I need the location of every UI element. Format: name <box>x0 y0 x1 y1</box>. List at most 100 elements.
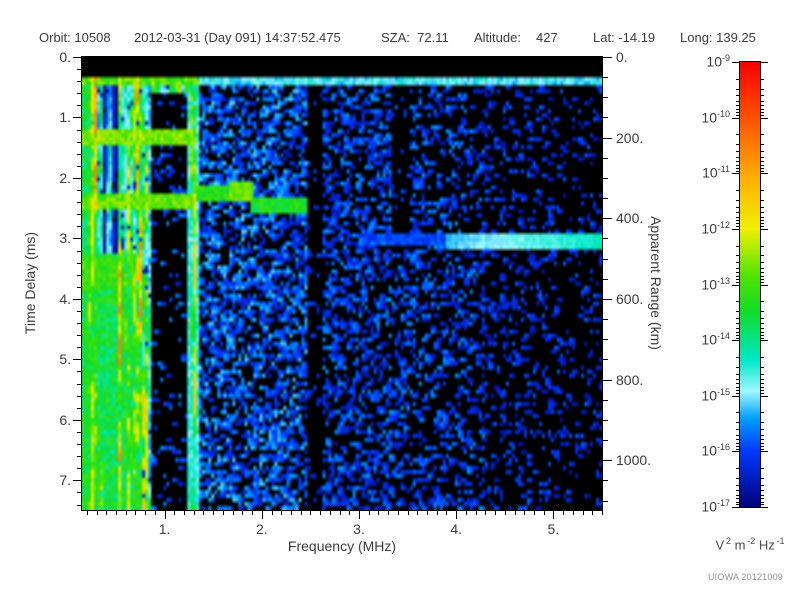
colorbar-major-tick <box>760 451 768 453</box>
colorbar-minor-tick <box>736 272 740 274</box>
x-axis-minor-tick <box>475 511 477 515</box>
colorbar-minor-tick <box>736 387 740 389</box>
y2-axis-major-tick <box>603 218 612 220</box>
y-axis-tick-label: 2. <box>59 169 71 186</box>
y2-axis-minor-tick <box>603 177 608 179</box>
colorbar-minor-tick <box>736 100 740 102</box>
x-axis-minor-tick <box>349 511 351 515</box>
colorbar-minor-tick <box>760 281 764 283</box>
y-axis-major-tick <box>73 238 82 240</box>
colorbar-minor-tick <box>736 88 740 90</box>
colorbar-minor-tick <box>760 216 764 218</box>
colorbar-minor-tick <box>736 105 740 107</box>
y-axis-minor-tick <box>77 456 82 458</box>
colorbar-minor-tick <box>760 383 764 385</box>
colorbar-minor-tick <box>760 412 764 414</box>
colorbar-minor-tick <box>760 115 764 117</box>
colorbar-minor-tick <box>736 95 740 97</box>
colorbar-minor-tick <box>736 189 740 191</box>
y2-axis-minor-tick <box>603 339 608 341</box>
x-axis-minor-tick <box>135 511 137 515</box>
colorbar-minor-tick <box>736 78 740 80</box>
y-axis-minor-tick <box>77 262 82 264</box>
colorbar-minor-tick <box>736 245 740 247</box>
colorbar-minor-tick <box>736 134 740 136</box>
colorbar-minor-tick <box>760 445 764 447</box>
colorbar-minor-tick <box>760 170 764 172</box>
header-latitude: Lat: -14.19 <box>593 30 656 45</box>
colorbar-minor-tick <box>760 422 764 424</box>
y2-axis-minor-tick <box>603 238 608 240</box>
y-axis-minor-tick <box>77 274 82 276</box>
x-axis-minor-tick <box>96 511 98 515</box>
y2-axis-minor-tick <box>603 278 608 280</box>
colorbar-major-tick <box>732 117 740 119</box>
x-axis-title: Frequency (MHz) <box>287 538 397 554</box>
y-axis-minor-tick <box>77 323 82 325</box>
y-axis-minor-tick <box>77 214 82 216</box>
colorbar-minor-tick <box>736 490 740 492</box>
colorbar-minor-tick <box>736 366 740 368</box>
colorbar-minor-tick <box>760 429 764 431</box>
y-axis-minor-tick <box>77 311 82 313</box>
x-axis-major-tick <box>164 511 166 519</box>
x-axis-minor-tick <box>368 511 370 515</box>
colorbar-minor-tick <box>736 112 740 114</box>
x-axis-minor-tick <box>145 511 147 515</box>
x-axis-tick-label: 2. <box>255 521 268 537</box>
x-axis-minor-tick <box>524 511 526 515</box>
colorbar-minor-tick <box>736 281 740 283</box>
header-orbit: Orbit: 10508 <box>39 30 111 45</box>
colorbar-minor-tick <box>736 317 740 319</box>
y-axis-minor-tick <box>77 202 82 204</box>
colorbar-minor-tick <box>760 393 764 395</box>
colorbar-major-tick <box>732 395 740 397</box>
colorbar-tick-label: 10-13 <box>701 275 730 292</box>
y2-axis-minor-tick <box>603 258 608 260</box>
y-axis-title: Time Delay (ms) <box>22 231 38 335</box>
colorbar-minor-tick <box>736 109 740 110</box>
y-axis-tick-label: 1. <box>59 109 71 126</box>
colorbar-minor-tick <box>760 144 764 146</box>
y-axis-major-tick <box>73 57 82 58</box>
colorbar-minor-tick <box>736 323 740 325</box>
colorbar-tick-label: 10-15 <box>701 386 730 404</box>
colorbar-tick-label: 10-11 <box>702 164 730 181</box>
x-axis-minor-tick <box>563 511 565 515</box>
colorbar-minor-tick <box>760 100 764 102</box>
y2-axis-tick-label: 600. <box>616 290 644 307</box>
x-axis-major-tick <box>553 511 555 519</box>
x-axis-minor-tick <box>427 511 429 515</box>
colorbar-minor-tick <box>760 484 764 486</box>
colorbar-minor-tick <box>760 448 764 450</box>
y-axis-minor-tick <box>77 153 82 155</box>
y-axis-tick-label: 5. <box>59 351 71 368</box>
x-axis-minor-tick <box>271 511 273 515</box>
y-axis-minor-tick <box>77 93 82 95</box>
colorbar-minor-tick <box>760 226 764 228</box>
colorbar-minor-tick <box>736 448 740 450</box>
y2-axis-minor-tick <box>603 440 608 442</box>
colorbar-minor-tick <box>760 156 764 158</box>
x-axis-minor-tick <box>495 511 497 515</box>
y-axis-minor-tick <box>77 165 82 167</box>
y2-axis-minor-tick <box>603 157 608 159</box>
y-axis-minor-tick <box>77 444 82 446</box>
y-axis-major-tick <box>73 419 82 421</box>
x-axis-minor-tick <box>116 511 118 515</box>
y-axis-minor-tick <box>77 431 82 433</box>
colorbar-minor-tick <box>760 323 764 325</box>
colorbar-minor-tick <box>736 442 740 444</box>
colorbar-minor-tick <box>760 379 764 380</box>
colorbar-minor-tick <box>760 109 764 110</box>
x-axis-minor-tick <box>378 511 380 515</box>
x-axis-minor-tick <box>106 511 108 515</box>
colorbar-minor-tick <box>760 272 764 274</box>
x-axis-minor-tick <box>514 511 516 515</box>
colorbar-minor-tick <box>760 78 764 80</box>
colorbar-minor-tick <box>760 387 764 389</box>
colorbar-minor-tick <box>736 212 740 214</box>
colorbar-major-tick <box>760 284 768 286</box>
x-axis-major-tick <box>456 511 458 519</box>
